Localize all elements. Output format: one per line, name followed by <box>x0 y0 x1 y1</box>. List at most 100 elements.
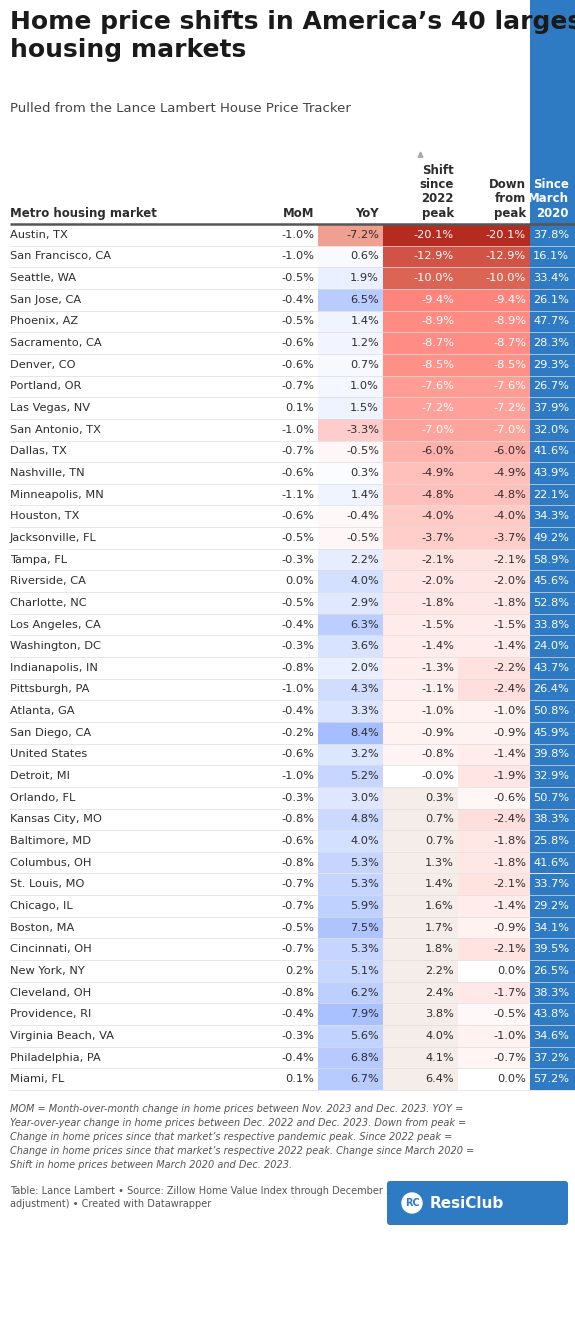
Bar <box>383 267 458 289</box>
Text: -0.7%: -0.7% <box>281 945 314 954</box>
Bar <box>530 744 575 765</box>
Bar <box>318 635 383 657</box>
Text: 5.3%: 5.3% <box>350 945 379 954</box>
Text: Columbus, OH: Columbus, OH <box>10 857 91 868</box>
Text: -4.9%: -4.9% <box>493 468 526 478</box>
Text: -1.0%: -1.0% <box>281 684 314 695</box>
Bar <box>530 592 575 614</box>
Bar <box>10 657 575 679</box>
Text: 26.1%: 26.1% <box>533 295 569 305</box>
Bar <box>383 440 458 462</box>
Text: 6.5%: 6.5% <box>350 295 379 305</box>
Text: 2.2%: 2.2% <box>426 966 454 976</box>
Text: San Diego, CA: San Diego, CA <box>10 728 91 737</box>
Text: 4.0%: 4.0% <box>350 836 379 845</box>
Bar <box>458 289 530 310</box>
Text: -0.9%: -0.9% <box>493 728 526 737</box>
Text: -0.8%: -0.8% <box>281 814 314 824</box>
Text: -4.0%: -4.0% <box>493 511 526 522</box>
Bar <box>10 873 575 896</box>
Text: 33.4%: 33.4% <box>533 273 569 283</box>
Text: -1.0%: -1.0% <box>493 1030 526 1041</box>
Text: -0.5%: -0.5% <box>346 532 379 543</box>
Text: 26.4%: 26.4% <box>533 684 569 695</box>
Bar <box>383 483 458 506</box>
Text: 29.2%: 29.2% <box>533 901 569 911</box>
Bar <box>458 723 530 744</box>
Text: 2.4%: 2.4% <box>426 988 454 997</box>
Bar <box>383 462 458 483</box>
Text: -0.4%: -0.4% <box>281 707 314 716</box>
Text: 47.7%: 47.7% <box>533 317 569 326</box>
Bar <box>383 917 458 938</box>
Text: San Antonio, TX: San Antonio, TX <box>10 424 101 435</box>
Text: United States: United States <box>10 749 87 760</box>
Text: 0.7%: 0.7% <box>425 814 454 824</box>
Bar <box>530 896 575 917</box>
Text: 1.7%: 1.7% <box>425 922 454 933</box>
Bar <box>383 527 458 548</box>
Bar <box>530 1025 575 1046</box>
Text: 33.8%: 33.8% <box>533 620 569 630</box>
Bar <box>458 375 530 398</box>
Text: 37.8%: 37.8% <box>533 230 569 240</box>
Text: 57.2%: 57.2% <box>533 1074 569 1085</box>
Text: 29.3%: 29.3% <box>533 359 569 370</box>
Bar <box>10 896 575 917</box>
Text: 43.9%: 43.9% <box>533 468 569 478</box>
Bar <box>458 333 530 354</box>
Text: 0.1%: 0.1% <box>285 403 314 413</box>
Bar <box>383 873 458 896</box>
Bar <box>458 246 530 267</box>
Bar <box>530 310 575 333</box>
Text: Phoenix, AZ: Phoenix, AZ <box>10 317 78 326</box>
Bar <box>10 506 575 527</box>
Text: 1.6%: 1.6% <box>426 901 454 911</box>
Text: -1.5%: -1.5% <box>421 620 454 630</box>
Bar <box>530 506 575 527</box>
Text: -0.3%: -0.3% <box>281 793 314 803</box>
Text: 0.6%: 0.6% <box>350 251 379 262</box>
Text: -1.4%: -1.4% <box>493 749 526 760</box>
Text: -1.0%: -1.0% <box>493 707 526 716</box>
Bar <box>530 873 575 896</box>
Bar <box>383 289 458 310</box>
Text: Charlotte, NC: Charlotte, NC <box>10 598 87 608</box>
Bar <box>10 960 575 982</box>
Bar <box>383 852 458 873</box>
Text: -8.7%: -8.7% <box>421 338 454 347</box>
Bar <box>458 506 530 527</box>
Text: -3.7%: -3.7% <box>493 532 526 543</box>
Text: -0.3%: -0.3% <box>281 555 314 564</box>
Bar <box>530 289 575 310</box>
Bar <box>318 852 383 873</box>
Text: -2.0%: -2.0% <box>493 576 526 587</box>
Bar <box>458 462 530 483</box>
Text: 1.8%: 1.8% <box>425 945 454 954</box>
Bar <box>10 310 575 333</box>
Bar <box>458 938 530 960</box>
Text: Miami, FL: Miami, FL <box>10 1074 64 1085</box>
Text: -0.3%: -0.3% <box>281 1030 314 1041</box>
Text: -8.5%: -8.5% <box>421 359 454 370</box>
Bar <box>530 700 575 723</box>
Bar <box>383 246 458 267</box>
Text: 7.5%: 7.5% <box>350 922 379 933</box>
Text: -4.8%: -4.8% <box>421 490 454 499</box>
Text: YoY: YoY <box>355 207 379 221</box>
Text: -0.6%: -0.6% <box>281 359 314 370</box>
Bar <box>530 679 575 700</box>
Text: 5.3%: 5.3% <box>350 857 379 868</box>
Text: 3.6%: 3.6% <box>350 641 379 651</box>
Text: -0.7%: -0.7% <box>281 901 314 911</box>
Bar <box>318 592 383 614</box>
Bar <box>10 765 575 787</box>
Bar <box>10 614 575 635</box>
Text: 0.0%: 0.0% <box>497 1074 526 1085</box>
Text: -1.7%: -1.7% <box>493 988 526 997</box>
Bar <box>530 960 575 982</box>
Text: 32.9%: 32.9% <box>533 771 569 781</box>
Text: 32.0%: 32.0% <box>533 424 569 435</box>
Text: -7.6%: -7.6% <box>421 382 454 391</box>
Text: -0.5%: -0.5% <box>281 273 314 283</box>
